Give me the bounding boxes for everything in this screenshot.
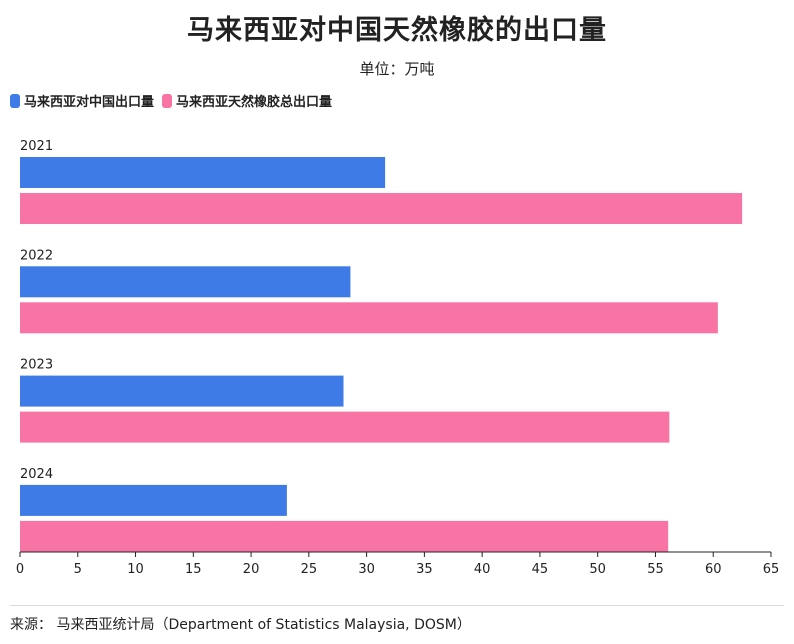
x-tick-label-55: 55 (647, 562, 664, 577)
x-tick-label-40: 40 (474, 562, 491, 577)
legend-swatch-total (162, 93, 173, 108)
bar-2021-series-0 (20, 157, 386, 188)
x-tick-label-45: 45 (532, 562, 549, 577)
x-tick-label-20: 20 (243, 562, 260, 577)
bar-2023-series-0 (20, 375, 344, 407)
bar-chart: 2021 2022 2023 2024 0 5 10 15 20 25 30 35 40 45 50 55 60… (16, 139, 780, 577)
legend-item-total: 马来西亚天然橡胶总出口量 (162, 91, 332, 110)
x-tick-label-30: 30 (358, 562, 375, 577)
x-tick-label-65: 65 (763, 562, 780, 577)
category-label-2022: 2022 (20, 248, 53, 263)
x-tick-label-10: 10 (127, 562, 144, 577)
bar-2022-series-1 (20, 302, 718, 334)
category-label-2023: 2023 (20, 358, 53, 373)
x-tick-label-35: 35 (416, 562, 433, 577)
bar-2024-series-0 (20, 484, 287, 516)
legend-label-china: 马来西亚对中国出口量 (24, 95, 155, 110)
x-tick-label-0: 0 (16, 562, 24, 577)
bar-2023-series-1 (20, 411, 670, 443)
chart-title: 马来西亚对中国天然橡胶的出口量 (187, 15, 607, 46)
legend: 马来西亚对中国出口量 马来西亚天然橡胶总出口量 (10, 91, 340, 110)
x-tick-label-25: 25 (301, 562, 318, 577)
bar-2021-series-1 (20, 193, 743, 224)
category-label-2021: 2021 (20, 139, 53, 154)
bar-2024-series-1 (20, 520, 669, 552)
source-note: 来源： 马来西亚统计局（Department of Statistics Mal… (10, 617, 471, 633)
x-tick-label-5: 5 (74, 562, 82, 577)
category-label-2024: 2024 (20, 467, 53, 482)
legend-item-china: 马来西亚对中国出口量 (10, 91, 154, 110)
x-tick-label-15: 15 (185, 562, 202, 577)
legend-label-total: 马来西亚天然橡胶总出口量 (176, 95, 333, 110)
chart-subtitle: 单位：万吨 (359, 60, 435, 78)
x-tick-label-60: 60 (705, 562, 722, 577)
bar-2022-series-0 (20, 266, 351, 298)
x-tick-label-50: 50 (589, 562, 606, 577)
legend-swatch-china (10, 93, 20, 108)
source-divider (10, 605, 784, 606)
